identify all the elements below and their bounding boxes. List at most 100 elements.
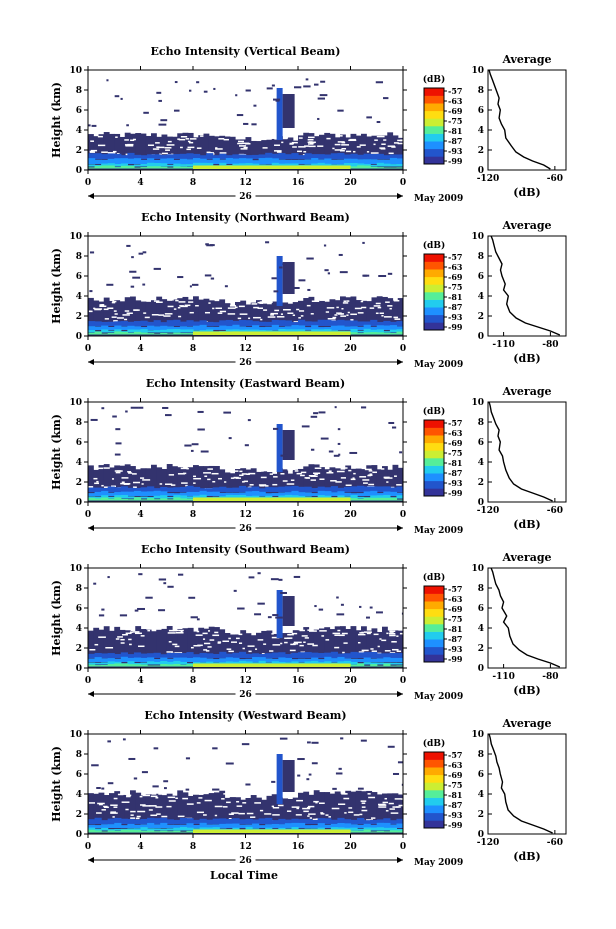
echo-band-cell <box>271 319 279 326</box>
echo-gap <box>257 639 264 641</box>
echo-gap <box>266 469 274 472</box>
echo-gap <box>338 803 346 805</box>
echo-band-cell <box>94 657 102 662</box>
echo-gap <box>317 145 324 147</box>
echo-speck <box>337 442 341 445</box>
colorbar-swatch <box>424 126 444 134</box>
colorbar-tick-label: -93 <box>448 146 463 156</box>
echo-band-cell <box>304 825 312 828</box>
echo-speck <box>313 412 319 415</box>
echo-gap <box>261 301 269 303</box>
echo-layer-cell <box>114 626 121 668</box>
echo-layer-cell <box>277 468 283 502</box>
echo-band-cell <box>166 819 174 824</box>
echo-layer-cell <box>187 627 194 668</box>
echo-band-cell <box>370 820 378 824</box>
echo-gap <box>202 638 206 640</box>
echo-band-cell <box>324 326 332 330</box>
echo-band-cell <box>212 487 220 492</box>
echo-band-cell <box>357 321 365 326</box>
echo-speck <box>294 86 302 89</box>
echo-band-cell <box>370 332 378 335</box>
echo-band-cell <box>291 661 299 665</box>
echo-gap <box>242 481 245 483</box>
echo-band-cell <box>147 665 155 667</box>
colorbar-swatch <box>424 797 444 806</box>
x-tick-label: 20 <box>344 676 357 686</box>
x-tick-label: 0 <box>400 178 406 188</box>
echo-layer-cell <box>98 301 105 336</box>
echo-gap <box>301 635 308 637</box>
colorbar-tick-label: -63 <box>448 760 463 770</box>
echo-gap <box>107 307 114 310</box>
echo-band-cell <box>376 153 384 159</box>
echo-speck <box>141 771 148 774</box>
echo-band-cell <box>179 664 188 667</box>
y-tick-label: 4 <box>76 790 82 800</box>
echo-band-cell <box>160 166 168 169</box>
x-tick-label: 16 <box>292 178 305 188</box>
average-x-tick-label: -110 <box>492 340 515 350</box>
echo-gap <box>327 317 336 320</box>
echo-band-cell <box>140 818 148 824</box>
echo-layer-cell <box>193 465 199 502</box>
echo-band-cell <box>298 329 306 333</box>
echo-layer-cell <box>250 635 257 668</box>
echo-band-cell <box>199 818 207 824</box>
echo-gap <box>289 143 294 145</box>
echo-speck <box>177 573 184 576</box>
echo-speck <box>156 91 162 94</box>
echo-band-cell <box>343 163 352 167</box>
echo-band-cell <box>173 657 181 662</box>
echo-gap <box>393 142 399 144</box>
echo-speck <box>248 576 255 579</box>
echo-band-cell <box>101 831 109 833</box>
echo-band-cell <box>363 820 371 824</box>
echo-band-cell <box>107 496 115 499</box>
echo-gap <box>359 144 366 146</box>
echo-layer-cell <box>219 790 226 834</box>
colorbar-swatch <box>424 593 444 602</box>
echo-gap <box>296 472 302 475</box>
y-tick-label: 0 <box>76 664 82 674</box>
echo-layer-cell <box>135 792 142 834</box>
echo-layer-cell <box>208 465 215 502</box>
echo-gap <box>223 138 229 141</box>
echo-band-cell <box>101 487 109 492</box>
echo-gap <box>260 318 263 321</box>
day-span-arrow-right <box>397 359 403 365</box>
echo-band-cell <box>252 823 260 828</box>
average-x-label: (dB) <box>513 352 540 365</box>
echo-band-cell <box>311 325 319 330</box>
echo-gap <box>387 305 393 307</box>
echo-layer-cell <box>109 630 115 668</box>
echo-band-cell <box>284 486 293 492</box>
echo-gap <box>166 805 172 808</box>
echo-gap <box>89 648 96 651</box>
echo-band-cell <box>330 823 338 828</box>
echo-layer-cell <box>371 465 378 502</box>
echo-band-cell <box>389 657 398 662</box>
echo-gap <box>281 141 284 144</box>
echo-band-cell <box>324 487 332 492</box>
echo-band-cell <box>278 326 286 330</box>
echo-band-cell <box>114 654 122 658</box>
y-axis-label: Height (km) <box>50 580 63 656</box>
echo-band-cell <box>357 658 365 662</box>
echo-band-cell <box>389 830 398 833</box>
echo-gap <box>150 795 158 798</box>
echo-band-cell <box>199 158 207 164</box>
echo-layer-cell <box>135 469 142 502</box>
echo-gap <box>104 318 109 320</box>
echo-band-cell <box>389 164 398 167</box>
plot-area <box>88 572 403 668</box>
echo-band-cell <box>94 164 102 167</box>
echo-speck <box>298 279 306 282</box>
echo-layer-cell <box>397 137 403 170</box>
echo-gap <box>130 810 136 813</box>
echo-band-cell <box>278 827 286 831</box>
echo-gap <box>319 630 327 632</box>
echo-band-cell <box>396 662 403 665</box>
y-tick-label: 4 <box>76 292 82 302</box>
echo-band-cell <box>383 163 391 167</box>
